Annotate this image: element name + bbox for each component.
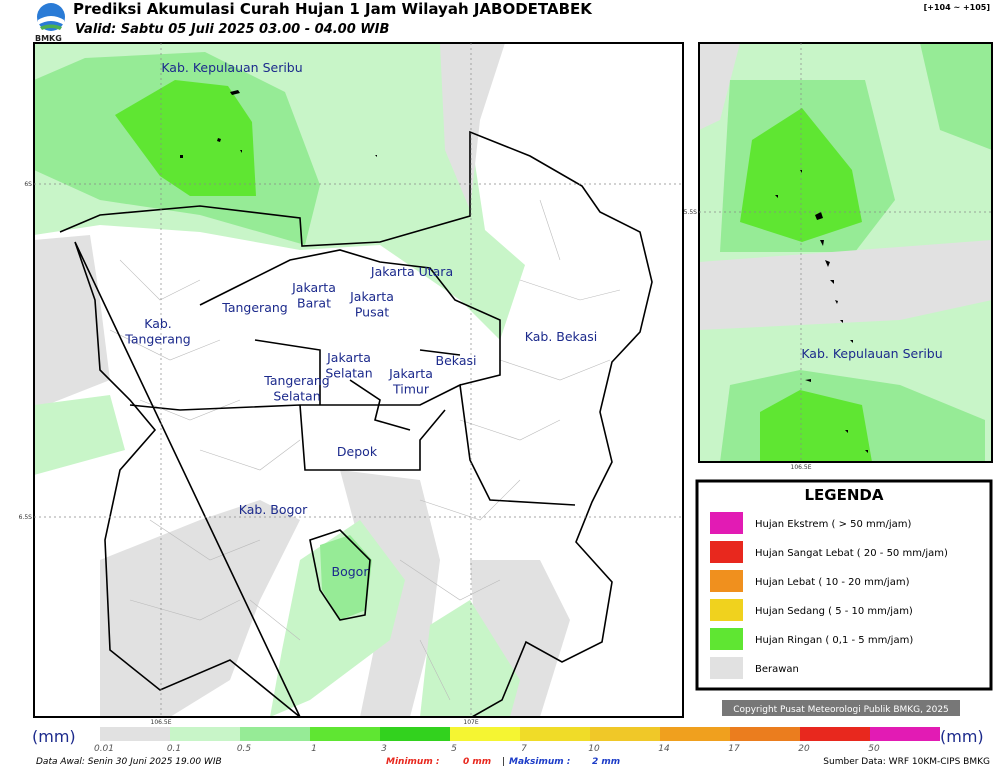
region-label: Selatan [325, 366, 372, 381]
colorbar-segment [520, 727, 590, 741]
legend-label: Hujan Lebat ( 10 - 20 mm/jam) [755, 577, 910, 588]
legend-items: Hujan Ekstrem ( > 50 mm/jam) Hujan Sangat… [710, 512, 948, 679]
region-label: Kab. Kepulauan Seribu [161, 60, 302, 75]
region-label: Pusat [355, 305, 389, 320]
legend-label: Berawan [755, 664, 799, 675]
colorbar-tick: 5 [451, 744, 457, 754]
region-label: Bekasi [436, 353, 477, 368]
region-label: Jakarta [326, 350, 371, 365]
region-label: Tangerang [124, 332, 190, 347]
legend-label: Hujan Ekstrem ( > 50 mm/jam) [755, 519, 912, 530]
region-label: Depok [337, 444, 378, 459]
copyright: Copyright Pusat Meteorologi Publik BMKG,… [733, 705, 949, 715]
subtitle: Valid: Sabtu 05 Juli 2025 03.00 - 04.00 … [75, 22, 389, 37]
separator: | [502, 757, 505, 767]
legend-swatch [710, 541, 743, 563]
legend-title: LEGENDA [805, 486, 884, 504]
lat-label: 6S [24, 181, 32, 188]
legend-box [695, 479, 993, 691]
region-label: Jakarta [349, 289, 394, 304]
legend-label: Hujan Sedang ( 5 - 10 mm/jam) [755, 606, 913, 617]
extent: [+104 ~ +105] [924, 3, 990, 12]
maximum: 2 mm [592, 757, 620, 767]
colorbar-segment [800, 727, 870, 741]
copyright-box [722, 700, 960, 716]
lat-label: 5.5S [684, 209, 698, 216]
data-awal: Data Awal: Senin 30 Juni 2025 19.00 WIB [36, 757, 222, 767]
colorbar-tick: 14 [658, 744, 670, 754]
region-label: Kab. Bogor [239, 502, 308, 517]
lon-label: 106.5E [791, 464, 812, 471]
colorbar-tick: 7 [521, 744, 527, 754]
region-label: Jakarta Utara [370, 264, 453, 279]
inset-map [699, 43, 992, 462]
colorbar-tick: 1 [311, 744, 317, 754]
region-label: Selatan [273, 389, 320, 404]
region-label: Bogor [332, 564, 370, 579]
maximum-label: Maksimum : [509, 757, 570, 767]
main-frame [33, 42, 684, 718]
colorbar-tick: 50 [868, 744, 880, 754]
colorbar-segment [170, 727, 240, 741]
source: Sumber Data: WRF 10KM-CIPS BMKG [823, 757, 990, 767]
legend-swatch [710, 570, 743, 592]
colorbar-tick: 0.01 [94, 744, 114, 754]
colorbar-tick: 17 [728, 744, 740, 754]
minimum-label: Minimum : [386, 757, 439, 767]
region-label: Jakarta [291, 280, 336, 295]
colorbar-segment [730, 727, 800, 741]
title: Prediksi Akumulasi Curah Hujan 1 Jam Wil… [73, 0, 593, 18]
colorbar-segment [310, 727, 380, 741]
region-label: Jakarta [388, 366, 433, 381]
lon-label: 106.5E [151, 719, 172, 726]
colorbar-tick: 3 [381, 744, 387, 754]
colorbar-tick: 0.1 [167, 744, 181, 754]
inset-frame [698, 42, 993, 463]
colorbar-segment [660, 727, 730, 741]
legend-label: Hujan Ringan ( 0,1 - 5 mm/jam) [755, 635, 913, 646]
region-label: Kab. Bekasi [525, 329, 597, 344]
colorbar-segment [450, 727, 520, 741]
region-label: Tangerang [263, 373, 329, 388]
region-label: Kab. Kepulauan Seribu [801, 346, 942, 361]
lon-label: 107E [463, 719, 478, 726]
colorbar-tick: 0.5 [237, 744, 252, 754]
minimum: 0 mm [463, 757, 491, 767]
legend-swatch [710, 628, 743, 650]
colorbar-segment [380, 727, 450, 741]
colorbar-unit: (mm) [32, 727, 76, 746]
legend-label: Hujan Sangat Lebat ( 20 - 50 mm/jam) [755, 548, 948, 559]
legend-swatch [710, 657, 743, 679]
colorbar-segment [240, 727, 310, 741]
region-label: Barat [297, 296, 331, 311]
colorbar: 0.01 0.1 0.5 1 3 5 7 10 14 17 20 50 [94, 727, 940, 754]
region-label: Timur [392, 382, 430, 397]
logo [37, 3, 65, 31]
main-map [34, 43, 683, 717]
colorbar-segment [870, 727, 940, 741]
logo-text: BMKG [35, 34, 62, 43]
colorbar-unit: (mm) [940, 727, 984, 746]
region-label: Kab. [144, 316, 172, 331]
lat-label: 6.5S [19, 514, 33, 521]
legend-swatch [710, 512, 743, 534]
colorbar-segment [590, 727, 660, 741]
region-label: Tangerang [221, 300, 287, 315]
legend-swatch [710, 599, 743, 621]
colorbar-tick: 10 [588, 744, 600, 754]
region-labels: Kab. Kepulauan Seribu Jakarta Utara Jakart… [124, 60, 597, 579]
district-lines [109, 199, 621, 701]
colorbar-tick: 20 [798, 744, 810, 754]
colorbar-segment [100, 727, 170, 741]
